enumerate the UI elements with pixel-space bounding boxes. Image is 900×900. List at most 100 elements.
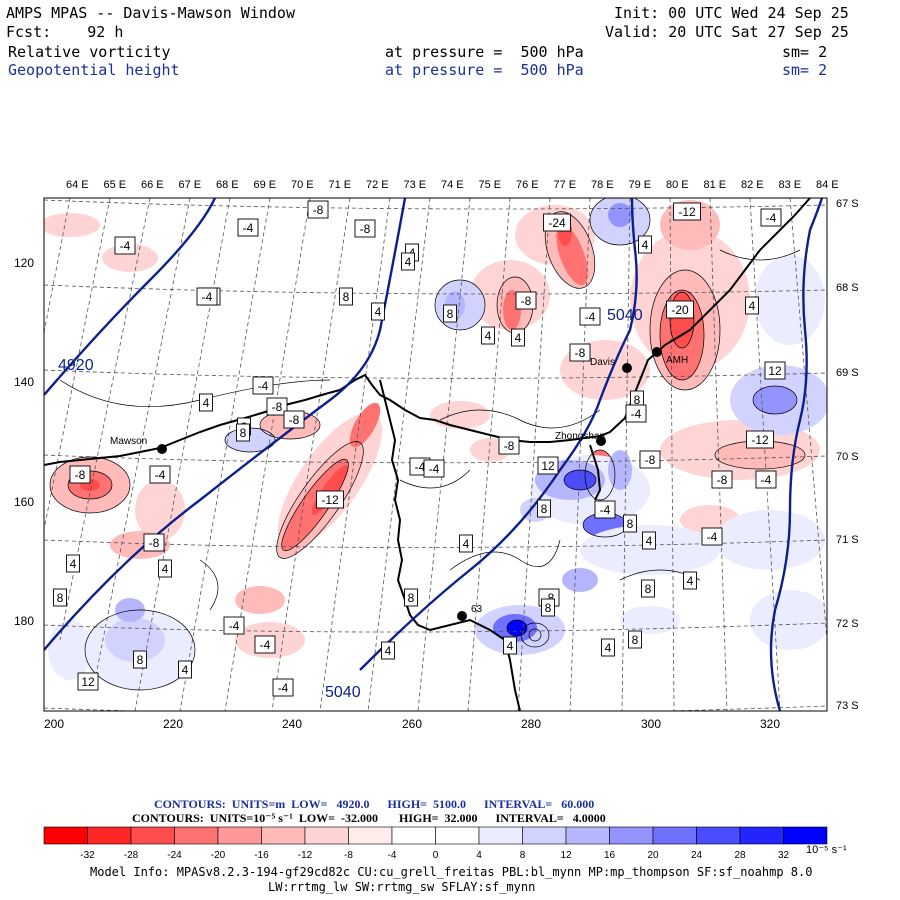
contour-label: 8 — [627, 517, 634, 531]
color-bar-tick: -28 — [124, 850, 139, 861]
field2-level: at pressure = 500 hPa — [385, 61, 584, 79]
contour-label-box — [569, 343, 591, 362]
contour-label: -4 — [600, 503, 611, 517]
y-axis-label: 120 — [14, 256, 34, 270]
color-bar-swatch — [739, 826, 784, 845]
color-bar-swatch — [783, 826, 828, 845]
map-left-labels: 120 140 160 180 — [14, 256, 34, 628]
contour-label: -4 — [243, 221, 254, 235]
contour-label: 4 — [162, 562, 169, 576]
contour-label: 4 — [405, 255, 412, 269]
contour-label-box — [423, 459, 445, 478]
contour-label-box — [283, 410, 305, 429]
contour-label-box — [272, 678, 294, 697]
color-bar-swatch — [522, 826, 567, 845]
contour-label-box — [642, 531, 656, 550]
field2-smoothing: sm= 2 — [782, 61, 828, 79]
contour-label-box — [339, 287, 353, 306]
color-bar-tick: 16 — [604, 850, 616, 861]
contour-label: 12 — [81, 675, 95, 689]
contour-label-box — [254, 635, 276, 654]
lon-label: 84 E — [816, 179, 839, 191]
station-marker — [457, 611, 467, 621]
color-bar-swatch — [391, 826, 436, 845]
lon-label: 80 E — [666, 179, 689, 191]
y-axis-label: 180 — [14, 614, 34, 628]
color-bar-tick: -20 — [211, 850, 226, 861]
contour-label-box — [149, 465, 171, 484]
contour-label: 4 — [463, 537, 470, 551]
contour-label-box — [541, 598, 555, 617]
stations: Mawson Zhongshan Davis AMH 63 — [110, 347, 688, 621]
contour-label: 8 — [408, 591, 415, 605]
contour-label-box — [515, 291, 537, 310]
contour-label-box — [511, 328, 525, 347]
color-bar-tick: 4 — [476, 850, 482, 861]
lon-label: 76 E — [516, 179, 539, 191]
contour-label: -4 — [761, 473, 772, 487]
contour-label-box — [503, 636, 517, 655]
contour-label: 4 — [642, 238, 649, 252]
color-bar-tick: 12 — [560, 850, 572, 861]
color-bar-tick: 32 — [778, 850, 790, 861]
lon-label: 75 E — [479, 179, 502, 191]
contour-label: -12 — [751, 433, 769, 447]
color-bar-swatch — [217, 826, 262, 845]
contour-label-box — [673, 202, 701, 221]
y-axis-label: 140 — [14, 375, 34, 389]
vorticity-contour-info: CONTOURS: UNITS=10⁻⁵ s⁻¹ LOW= -32.000 HI… — [132, 811, 606, 825]
x-axis-label: 240 — [282, 717, 302, 731]
contour-label: -8 — [289, 413, 300, 427]
lon-label: 78 E — [591, 179, 614, 191]
contour-label: -8 — [504, 439, 515, 453]
contour-label: 8 — [447, 307, 454, 321]
contour-label-box — [307, 200, 329, 219]
station-label: 63 — [471, 604, 483, 615]
init-time: Init: 00 UTC Wed 24 Sep 25 — [614, 4, 849, 22]
contour-label-box — [537, 456, 559, 475]
contour-label: 4 — [749, 299, 756, 313]
color-bar-swatch — [696, 826, 741, 845]
contour-label: 4 — [605, 641, 612, 655]
contour-label: -4 — [585, 310, 596, 324]
color-bar — [43, 826, 828, 845]
contour-label-box — [760, 208, 782, 227]
contour-label-box — [404, 588, 418, 607]
model-info: Model Info: MPASv8.2.3-194-gf29cd82c CU:… — [90, 865, 813, 879]
contour-label-box — [745, 296, 759, 315]
contour-label-box — [53, 588, 67, 607]
contour-label-box — [178, 660, 192, 679]
contour-label-box — [236, 423, 250, 442]
contour-label: -8 — [313, 203, 324, 217]
contour-label-box — [316, 490, 344, 509]
contour-label: 4 — [687, 574, 694, 588]
contour-label: -24 — [548, 216, 566, 230]
lat-label: 70 S — [836, 451, 859, 463]
y-axis-label: 160 — [14, 495, 34, 509]
field1-name: Relative vorticity — [8, 43, 171, 61]
lon-label: 69 E — [254, 179, 277, 191]
lon-gridlines — [44, 198, 827, 711]
contour-label: -8 — [645, 453, 656, 467]
height-label: 5040 — [607, 307, 643, 324]
station-label: Zhongshan — [555, 431, 605, 442]
height-contours — [44, 198, 824, 711]
contour-label: -4 — [258, 379, 269, 393]
color-bar-tick: 24 — [691, 850, 703, 861]
contour-label: -8 — [521, 294, 532, 308]
color-bar-tick: 8 — [520, 850, 526, 861]
contour-label-box — [252, 376, 274, 395]
x-axis-label: 300 — [641, 717, 661, 731]
lat-label: 73 S — [836, 700, 859, 712]
contour-label-box — [755, 470, 777, 489]
model-info-physics: LW:rrtmg_lw SW:rrtmg_sw SFLAY:sf_mynn — [268, 880, 536, 894]
x-axis-label: 320 — [760, 717, 780, 731]
contour-label: 12 — [768, 364, 782, 378]
contour-label: -4 — [155, 468, 166, 482]
contour-label: -8 — [75, 468, 86, 482]
lat-label: 69 S — [836, 367, 859, 379]
valid-time: Valid: 20 UTC Sat 27 Sep 25 — [605, 23, 849, 41]
contour-label: -8 — [360, 222, 371, 236]
contour-label-box — [401, 252, 415, 271]
